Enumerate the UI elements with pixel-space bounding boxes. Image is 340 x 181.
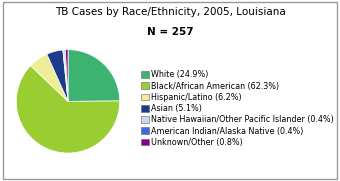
Wedge shape (31, 54, 68, 101)
Wedge shape (63, 50, 68, 101)
Wedge shape (68, 50, 120, 101)
Wedge shape (47, 50, 68, 101)
Legend: White (24.9%), Black/African American (62.3%), Hispanic/Latino (6.2%), Asian (5.: White (24.9%), Black/African American (6… (140, 70, 335, 148)
Wedge shape (64, 50, 68, 101)
Wedge shape (65, 50, 68, 101)
Text: N = 257: N = 257 (147, 27, 193, 37)
Wedge shape (16, 66, 120, 153)
Text: TB Cases by Race/Ethnicity, 2005, Louisiana: TB Cases by Race/Ethnicity, 2005, Louisi… (55, 7, 285, 17)
